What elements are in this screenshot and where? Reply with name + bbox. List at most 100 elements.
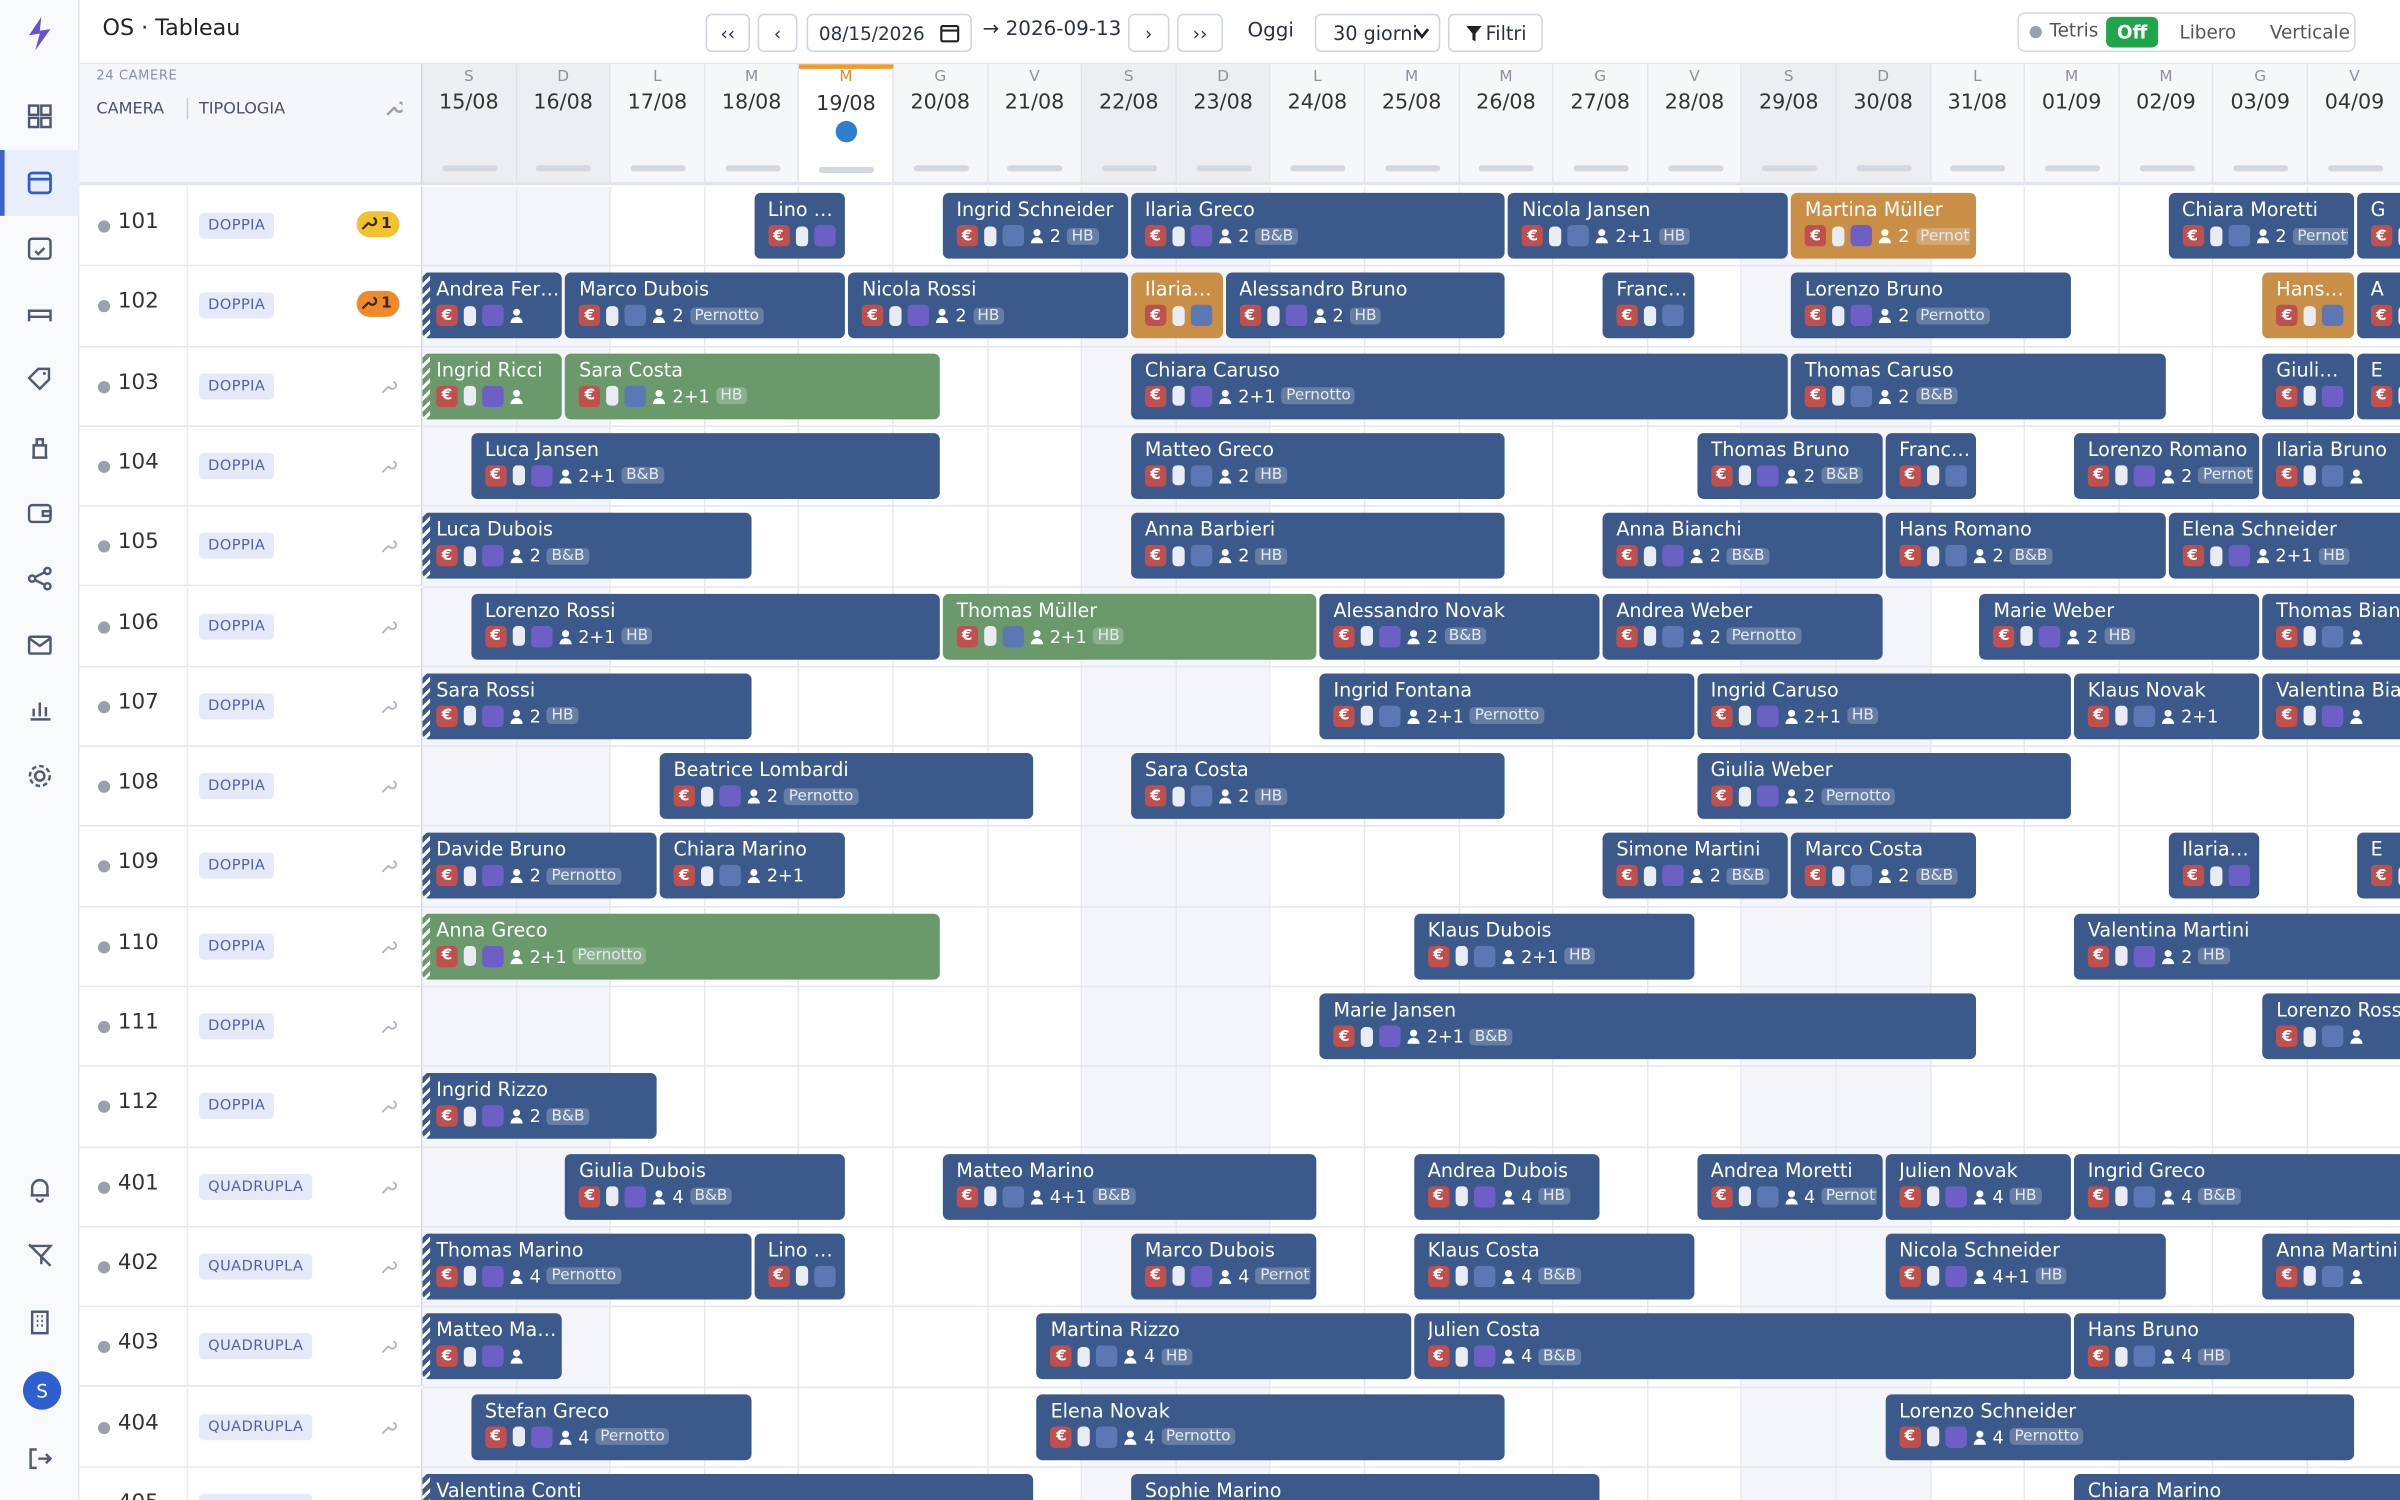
- booking[interactable]: A €: [2356, 272, 2400, 339]
- room-wrench[interactable]: [380, 1098, 398, 1116]
- nav-last[interactable]: ››: [1177, 13, 1223, 53]
- booking[interactable]: Chiara Caruso €2+1 Pernotto: [1131, 352, 1789, 419]
- booking[interactable]: E €: [2356, 833, 2400, 900]
- room-wrench[interactable]: [380, 1178, 398, 1196]
- booking[interactable]: Chiara Marino€: [2073, 1473, 2400, 1500]
- room-wrench[interactable]: [380, 698, 398, 716]
- room-wrench[interactable]: [380, 377, 398, 395]
- booking[interactable]: Luca Dubois €2 B&B: [422, 513, 751, 579]
- booking[interactable]: Sophie Marino€: [1131, 1473, 1600, 1500]
- booking[interactable]: Elena Novak €4 Pernotto: [1036, 1393, 1506, 1460]
- mode-option[interactable]: Off: [2106, 16, 2159, 48]
- booking[interactable]: Stefan Greco €4 Pernotto: [471, 1393, 751, 1460]
- booking[interactable]: Valentina Bia €: [2262, 673, 2400, 739]
- nav-icon[interactable]: [24, 629, 55, 660]
- booking[interactable]: Ingrid Ricci €: [422, 352, 563, 419]
- booking[interactable]: Lorenzo Rossi €2+1 HB: [471, 593, 940, 659]
- nav-prev[interactable]: ‹: [757, 13, 798, 53]
- room-wrench[interactable]: [380, 457, 398, 475]
- mode-option[interactable]: Verticale: [2269, 21, 2350, 43]
- nav-icon[interactable]: [24, 365, 55, 396]
- booking[interactable]: Nicola Jansen €2+1 HB: [1508, 192, 1789, 259]
- nav-icon[interactable]: [24, 497, 55, 528]
- alert-badge[interactable]: 1: [356, 211, 400, 238]
- booking[interactable]: Lorenzo Ross €: [2262, 993, 2400, 1060]
- nav-icon[interactable]: [24, 167, 55, 198]
- booking[interactable]: Sara Costa €2+1 HB: [565, 352, 940, 419]
- nav-icon[interactable]: [24, 563, 55, 594]
- booking[interactable]: Lino … €: [753, 1233, 846, 1300]
- booking[interactable]: Ingrid Fontana €2+1 Pernotto: [1319, 673, 1694, 739]
- room-wrench[interactable]: [380, 618, 398, 636]
- avatar[interactable]: S: [22, 1371, 62, 1410]
- booking[interactable]: Ilaria Greco €2 B&B: [1131, 192, 1506, 259]
- booking[interactable]: Marco Dubois €2 Pernotto: [565, 272, 846, 339]
- booking[interactable]: Simone Martini €2 B&B: [1602, 833, 1789, 900]
- booking[interactable]: Luca Jansen €2+1 B&B: [471, 432, 940, 499]
- room-wrench[interactable]: [380, 938, 398, 956]
- booking[interactable]: Ingrid Schneider €2 HB: [942, 192, 1129, 259]
- booking[interactable]: Ingrid Rizzo €2 B&B: [422, 1073, 657, 1140]
- booking[interactable]: Martina Müller €2 Pernotto: [1791, 192, 1977, 259]
- room-wrench[interactable]: [380, 1338, 398, 1356]
- alert-wrench[interactable]: [360, 214, 378, 232]
- booking[interactable]: Franc… €: [1602, 272, 1694, 339]
- nav-first[interactable]: ‹‹: [705, 13, 750, 53]
- booking[interactable]: Hans Romano €2 B&B: [1885, 513, 2166, 579]
- room-wrench[interactable]: [380, 1018, 398, 1036]
- booking[interactable]: Matteo Greco €2 HB: [1131, 432, 1506, 499]
- booking[interactable]: Valentina Conti€: [422, 1473, 1034, 1500]
- booking[interactable]: Thomas Marino €4 Pernotto: [422, 1233, 751, 1300]
- booking[interactable]: Lorenzo Romano €2 Pernotto: [2073, 432, 2260, 499]
- booking[interactable]: Sara Rossi €2 HB: [422, 673, 751, 739]
- logout-icon[interactable]: [24, 1443, 55, 1474]
- booking[interactable]: Hans Bruno €4 HB: [2073, 1313, 2354, 1380]
- booking[interactable]: Anna Barbieri €2 HB: [1131, 513, 1506, 579]
- nav-icon[interactable]: [24, 431, 55, 462]
- booking[interactable]: Marco Dubois €4 Pernotto: [1131, 1233, 1317, 1300]
- filters-button[interactable]: Filtri: [1447, 13, 1543, 53]
- wrench-icon[interactable]: [384, 99, 403, 117]
- notifications-icon[interactable]: [24, 1174, 55, 1205]
- room-wrench[interactable]: [380, 778, 398, 796]
- nav-icon[interactable]: [24, 695, 55, 726]
- booking[interactable]: Giulia Dubois €4 B&B: [565, 1153, 846, 1220]
- booking[interactable]: Giuli… €: [2262, 352, 2354, 419]
- booking[interactable]: Thomas Caruso €2 B&B: [1791, 352, 2166, 419]
- booking[interactable]: Klaus Novak €2+1: [2073, 673, 2260, 739]
- date-input[interactable]: 08/15/2026: [806, 13, 972, 53]
- room-wrench[interactable]: [380, 858, 398, 876]
- booking[interactable]: Julien Novak €4 HB: [1885, 1153, 2071, 1220]
- booking[interactable]: Alessandro Bruno €2 HB: [1225, 272, 1506, 339]
- booking[interactable]: Marco Costa €2 B&B: [1791, 833, 1977, 900]
- booking[interactable]: E €: [2356, 352, 2400, 419]
- booking[interactable]: Marie Jansen €2+1 B&B: [1319, 993, 1977, 1060]
- booking[interactable]: Thomas Bian €: [2262, 593, 2400, 659]
- clear-icon[interactable]: [24, 1240, 55, 1271]
- booking[interactable]: Thomas Bruno €2 B&B: [1696, 432, 1883, 499]
- mode-option[interactable]: Libero: [2179, 21, 2237, 43]
- booking[interactable]: G €: [2356, 192, 2400, 259]
- booking[interactable]: Klaus Dubois €2+1 HB: [1413, 913, 1694, 980]
- booking[interactable]: Anna Greco €2+1 Pernotto: [422, 913, 940, 980]
- booking[interactable]: Andrea Weber €2 Pernotto: [1602, 593, 1883, 659]
- booking[interactable]: Julien Costa €4 B&B: [1413, 1313, 2071, 1380]
- booking[interactable]: Klaus Costa €4 B&B: [1413, 1233, 1694, 1300]
- booking[interactable]: Valentina Martini €2 HB: [2073, 913, 2400, 980]
- booking[interactable]: Andrea Moretti €4 Pernotto: [1696, 1153, 1883, 1220]
- booking[interactable]: Ilaria… €: [1131, 272, 1223, 339]
- room-wrench[interactable]: [380, 538, 398, 556]
- booking[interactable]: Anna Martini €: [2262, 1233, 2400, 1300]
- booking[interactable]: Ingrid Caruso €2+1 HB: [1696, 673, 2071, 739]
- booking[interactable]: Chiara Moretti €2 Pernotto: [2168, 192, 2354, 259]
- nav-icon[interactable]: [24, 233, 55, 264]
- booking[interactable]: Marie Weber €2 HB: [1979, 593, 2260, 659]
- booking[interactable]: Nicola Rossi €2 HB: [848, 272, 1129, 339]
- booking[interactable]: Andrea Fer… €: [422, 272, 563, 339]
- booking[interactable]: Franc… €: [1885, 432, 1977, 499]
- booking[interactable]: Alessandro Novak €2 B&B: [1319, 593, 1600, 659]
- booking[interactable]: Anna Bianchi €2 B&B: [1602, 513, 1883, 579]
- booking[interactable]: Hans… €: [2262, 272, 2354, 339]
- booking[interactable]: Lino … €: [753, 192, 846, 259]
- booking[interactable]: Sara Costa €2 HB: [1131, 753, 1506, 820]
